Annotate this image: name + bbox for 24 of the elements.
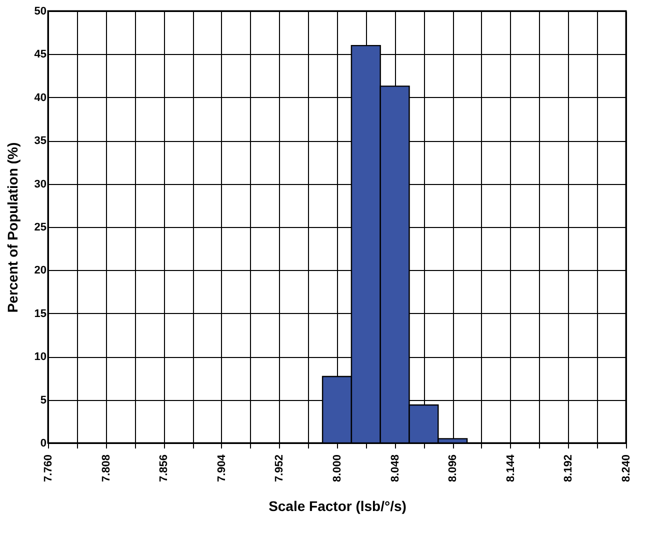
y-tick-label: 5	[40, 394, 46, 406]
y-tick-label: 40	[34, 92, 46, 104]
y-tick-label: 15	[34, 308, 46, 320]
x-tick-label: 7.856	[158, 454, 170, 482]
x-tick-label: 8.144	[504, 454, 517, 482]
y-tick-label: 10	[34, 351, 46, 364]
y-tick-label: 45	[34, 48, 46, 61]
x-tick-label: 7.904	[216, 454, 228, 482]
y-axis-title: Percent of Population (%)	[4, 142, 20, 313]
y-tick-label: 35	[34, 135, 46, 148]
y-tick-label: 20	[34, 264, 46, 277]
x-tick-label: 7.808	[100, 454, 112, 482]
x-tick-label: 8.096	[447, 454, 460, 482]
x-tick-label: 8.240	[620, 454, 632, 482]
y-tick-label: 30	[34, 178, 46, 190]
x-tick-label: 7.760	[42, 454, 54, 482]
x-tick-label: 8.048	[389, 454, 402, 482]
y-tick-label: 50	[34, 6, 46, 18]
x-axis-title: Scale Factor (lsb/°/s)	[268, 498, 406, 514]
y-tick-label: 25	[34, 222, 46, 234]
x-tick-label: 8.192	[562, 454, 575, 482]
x-tick-label: 8.000	[332, 454, 344, 482]
y-tick-label: 0	[40, 438, 46, 450]
x-tick-label: 7.952	[274, 454, 286, 482]
